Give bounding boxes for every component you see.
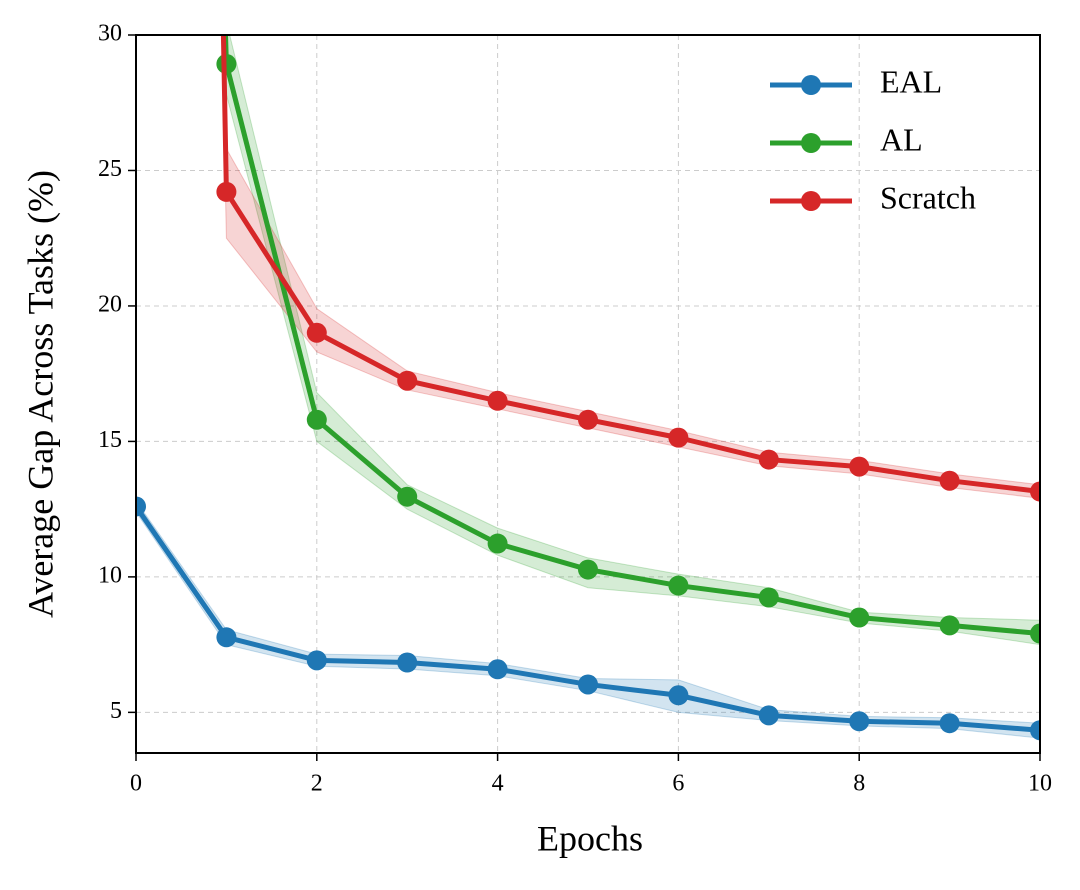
y-tick-label: 15 [98, 427, 122, 453]
point [397, 370, 418, 391]
x-tick-label: 8 [853, 771, 865, 797]
point [578, 674, 598, 695]
point [487, 390, 508, 411]
legend-marker [801, 133, 821, 153]
point [1030, 481, 1040, 502]
x-tick-label: 2 [311, 771, 323, 797]
y-tick-label: 30 [98, 21, 122, 47]
point [397, 652, 418, 673]
legend-marker [801, 75, 821, 95]
point [578, 409, 598, 430]
point [939, 713, 960, 734]
point [758, 587, 779, 608]
point [216, 181, 237, 202]
point [939, 615, 960, 636]
y-tick-label: 20 [98, 291, 122, 317]
point [306, 322, 327, 343]
x-axis-label: Epochs [537, 818, 643, 858]
x-tick-label: 6 [672, 771, 684, 797]
x-tick-label: 4 [492, 771, 504, 797]
point [758, 705, 779, 726]
legend-label: EAL [880, 63, 942, 99]
point [578, 559, 598, 580]
point [136, 496, 146, 517]
legend-label: Scratch [880, 179, 976, 215]
y-tick-label: 10 [98, 562, 122, 588]
point [668, 575, 689, 596]
point [668, 427, 689, 448]
point [1030, 623, 1040, 644]
error-band [223, 35, 1040, 646]
point [758, 449, 779, 470]
y-axis-label: Average Gap Across Tasks (%) [20, 170, 60, 618]
y-tick-label: 5 [110, 698, 122, 724]
point [487, 533, 508, 554]
plot-area [136, 35, 1040, 741]
point [849, 711, 870, 732]
point [1030, 720, 1040, 741]
point [216, 627, 237, 648]
legend-label: AL [880, 121, 923, 157]
y-tick-label: 25 [98, 156, 122, 182]
legend-marker [801, 191, 821, 211]
axes-frame [135, 34, 1041, 754]
point [939, 470, 960, 491]
point [487, 659, 508, 680]
point [397, 486, 418, 507]
x-tick-label: 10 [1028, 771, 1052, 797]
point [668, 685, 689, 706]
point [306, 409, 327, 430]
x-tick-label: 0 [130, 771, 142, 797]
point [849, 456, 870, 477]
point [306, 650, 327, 671]
point [849, 607, 870, 628]
